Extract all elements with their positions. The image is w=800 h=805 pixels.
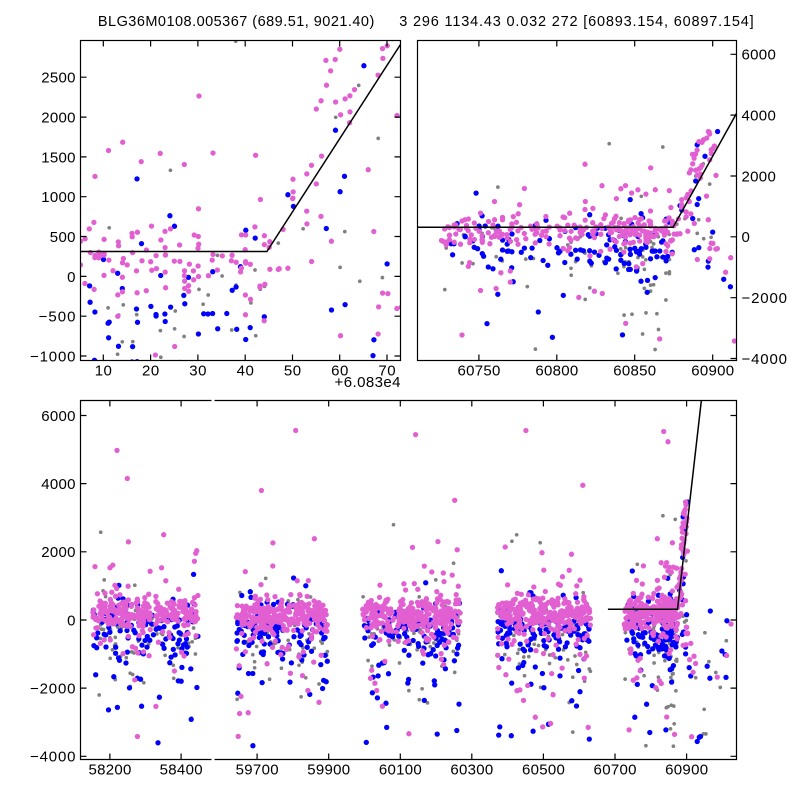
svg-text:40: 40 [237,363,254,380]
svg-text:BLG36M0108.005367 (689.51, 902: BLG36M0108.005367 (689.51, 9021.40) [98,14,374,30]
svg-text:60900: 60900 [691,363,734,380]
svg-text:6000: 6000 [742,47,776,64]
svg-text:58200: 58200 [88,762,131,779]
svg-text:59700: 59700 [236,762,279,779]
svg-text:+6.083e4: +6.083e4 [335,374,401,391]
svg-text:60700: 60700 [594,762,637,779]
svg-text:10: 10 [95,363,112,380]
svg-text:−2000: −2000 [742,290,788,307]
svg-text:60100: 60100 [379,762,422,779]
svg-text:1000: 1000 [41,189,75,206]
svg-text:−4000: −4000 [30,749,76,766]
svg-text:2000: 2000 [41,110,75,127]
svg-text:0: 0 [742,229,750,246]
svg-text:0: 0 [67,269,75,286]
svg-text:4000: 4000 [41,476,75,493]
svg-text:60500: 60500 [522,762,565,779]
svg-text:1500: 1500 [41,149,75,166]
svg-text:60: 60 [331,363,348,380]
svg-text:2000: 2000 [41,544,75,561]
svg-text:60900: 60900 [665,762,708,779]
svg-text:58400: 58400 [160,762,203,779]
svg-text:−4000: −4000 [742,351,788,368]
svg-text:−500: −500 [39,309,76,326]
svg-text:2500: 2500 [41,70,75,87]
svg-text:6000: 6000 [41,408,75,425]
svg-text:60300: 60300 [450,762,493,779]
svg-text:59900: 59900 [307,762,350,779]
svg-text:4000: 4000 [742,108,776,125]
svg-text:30: 30 [189,363,206,380]
svg-text:50: 50 [284,363,301,380]
svg-text:60800: 60800 [535,363,578,380]
svg-text:20: 20 [142,363,159,380]
svg-text:2000: 2000 [742,168,776,185]
svg-text:0: 0 [67,612,75,629]
svg-text:70: 70 [378,363,395,380]
svg-text:500: 500 [50,229,76,246]
svg-text:60850: 60850 [613,363,656,380]
svg-text:−2000: −2000 [30,681,76,698]
svg-text:60750: 60750 [457,363,500,380]
svg-text:−1000: −1000 [30,348,76,365]
svg-text:3 296 1134.43 0.032 272 [60893: 3 296 1134.43 0.032 272 [60893.154, 6089… [399,14,753,30]
